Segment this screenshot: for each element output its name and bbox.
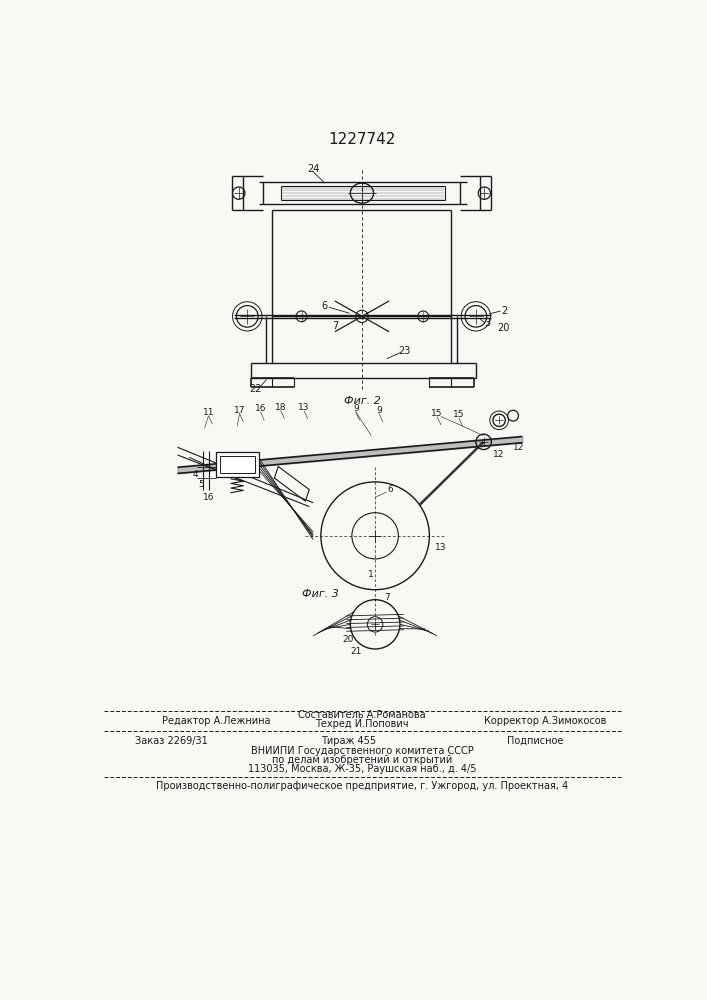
Text: 1227742: 1227742 (328, 132, 396, 147)
Text: Тираж 455: Тираж 455 (321, 736, 376, 746)
Text: Составитель А.Романова: Составитель А.Романова (298, 710, 426, 720)
Text: 20: 20 (497, 323, 509, 333)
Bar (220, 456, 255, 473)
Text: Заказ 2269/31: Заказ 2269/31 (135, 736, 208, 746)
Text: 13: 13 (436, 543, 447, 552)
Text: Подписное: Подписное (507, 736, 563, 746)
Text: 6: 6 (387, 485, 394, 494)
Text: 23: 23 (398, 346, 411, 356)
Text: 21: 21 (350, 647, 361, 656)
Text: 18: 18 (275, 403, 286, 412)
Text: 12: 12 (493, 450, 505, 459)
Text: 6: 6 (322, 301, 328, 311)
Text: 4: 4 (192, 470, 198, 479)
Text: 11: 11 (203, 408, 214, 417)
Text: 15: 15 (453, 410, 464, 419)
Text: Производственно-полиграфическое предприятие, г. Ужгород, ул. Проектная, 4: Производственно-полиграфическое предприя… (156, 781, 568, 791)
Text: Фиг. 2: Фиг. 2 (344, 396, 380, 406)
Text: 16: 16 (255, 404, 266, 413)
Text: 12: 12 (513, 443, 524, 452)
Text: 9: 9 (353, 404, 358, 413)
Text: 20: 20 (342, 635, 354, 644)
Text: 13: 13 (298, 403, 310, 412)
Text: 1: 1 (368, 570, 374, 579)
Text: 15: 15 (431, 409, 443, 418)
Text: Фиг. 3: Фиг. 3 (303, 589, 339, 599)
Text: 16: 16 (203, 493, 214, 502)
Text: 22: 22 (249, 384, 262, 394)
Text: 3: 3 (484, 318, 491, 328)
Text: 5: 5 (198, 480, 204, 489)
Text: Корректор А.Зимокосов: Корректор А.Зимокосов (484, 716, 607, 726)
Text: Техред И.Попович: Техред И.Попович (315, 719, 409, 729)
Text: 113035, Москва, Ж-35, Раушская наб., д. 4/5: 113035, Москва, Ж-35, Раушская наб., д. … (247, 764, 477, 774)
Text: 24: 24 (307, 164, 320, 174)
Text: по делам изобретений и открытий: по делам изобретений и открытий (271, 755, 452, 765)
Text: 7: 7 (332, 321, 338, 331)
Text: Редактор А.Лежнина: Редактор А.Лежнина (162, 716, 271, 726)
Bar (216, 452, 259, 477)
Text: ВНИИПИ Государственного комитета СССР: ВНИИПИ Государственного комитета СССР (250, 746, 473, 756)
Text: 17: 17 (234, 406, 245, 415)
Text: 9: 9 (376, 406, 382, 415)
Text: 2: 2 (501, 306, 508, 316)
Text: 7: 7 (384, 593, 390, 602)
